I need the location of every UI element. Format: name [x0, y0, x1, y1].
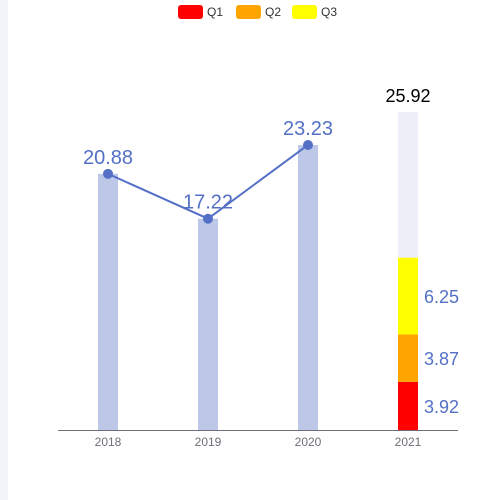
x-tick-label-2019: 2019	[195, 435, 222, 449]
x-tick-label-2018: 2018	[95, 435, 122, 449]
x-tick-label-2020: 2020	[295, 435, 322, 449]
legend-swatch-q1	[178, 5, 203, 19]
x-axis: 2018 2019 2020 2021	[58, 430, 458, 449]
bar-2020[interactable]	[298, 144, 318, 430]
stack-label-q1: 3.92	[424, 397, 459, 417]
value-label-2018: 20.88	[83, 147, 133, 169]
legend-label-q3: Q3	[321, 5, 337, 19]
bar-2019[interactable]	[198, 218, 218, 430]
bars-group	[98, 144, 318, 430]
point-2019[interactable]	[203, 213, 213, 224]
labels-group: 3.92 3.87 6.25 25.92 20.88 17.22 23.23	[83, 86, 459, 417]
stack-label-q3: 6.25	[424, 287, 459, 307]
x-tick-label-2021: 2021	[395, 435, 422, 449]
value-label-2019: 17.22	[183, 192, 233, 214]
left-panel-strip	[0, 0, 8, 500]
legend-item-q2[interactable]: Q2	[236, 5, 281, 19]
stack-segment-q1[interactable]	[398, 381, 418, 430]
legend-swatch-q3	[292, 5, 317, 19]
point-2018[interactable]	[103, 168, 113, 179]
value-label-2020: 23.23	[283, 118, 333, 140]
line-series	[103, 139, 313, 224]
stack-label-q2: 3.87	[424, 349, 459, 369]
legend-label-q1: Q1	[207, 5, 223, 19]
bar-2018[interactable]	[98, 173, 118, 430]
legend-item-q3[interactable]: Q3	[292, 5, 337, 19]
point-2020[interactable]	[303, 139, 313, 150]
stack-group	[398, 111, 418, 430]
legend-item-q1[interactable]: Q1	[178, 5, 223, 19]
legend[interactable]: Q1 Q2 Q3	[178, 5, 337, 19]
legend-label-q2: Q2	[265, 5, 281, 19]
stack-segment-q2[interactable]	[398, 334, 418, 382]
total-label: 25.92	[385, 86, 430, 106]
stack-segment-q3[interactable]	[398, 257, 418, 335]
legend-swatch-q2	[236, 5, 261, 19]
